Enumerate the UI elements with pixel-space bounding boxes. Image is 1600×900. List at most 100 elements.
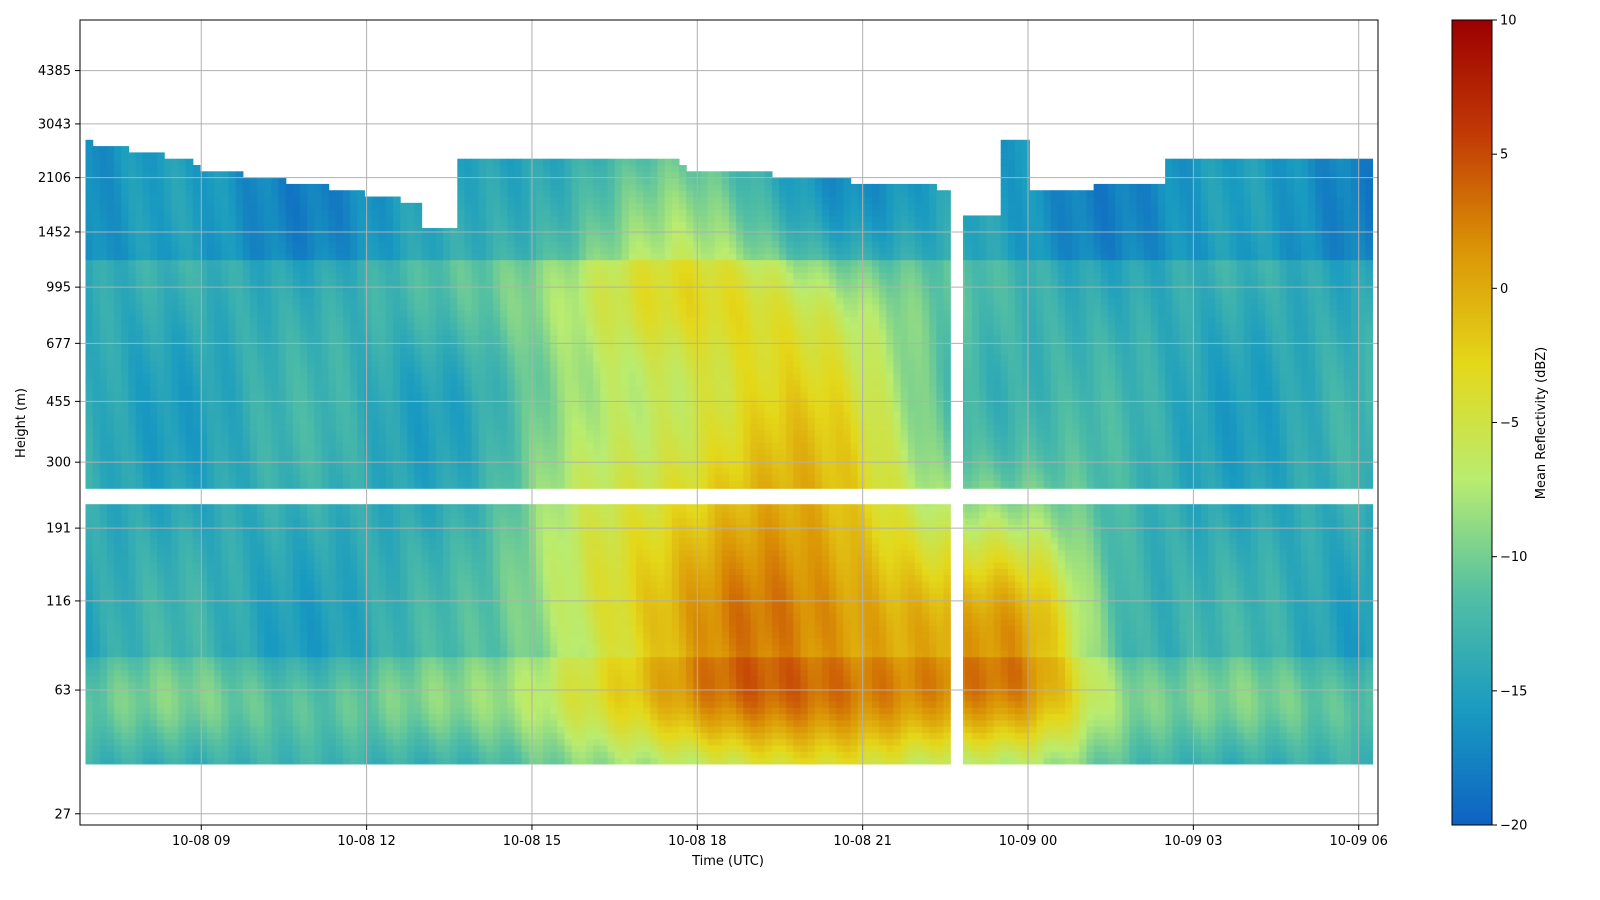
heatmap-cell-1030 <box>157 423 165 431</box>
heatmap-cell-1569 <box>199 656 208 664</box>
heatmap-cell-713 <box>135 587 144 595</box>
heatmap-cell-114 <box>92 663 101 670</box>
heatmap-cell-718 <box>135 555 144 563</box>
heatmap-cell-2615 <box>278 549 287 557</box>
heatmap-cell-1377 <box>185 663 194 670</box>
heatmap-cell-2826 <box>292 385 301 393</box>
heatmap-cell-2591 <box>278 700 287 708</box>
heatmap-cell-3618 <box>357 587 365 595</box>
heatmap-cell-3272 <box>328 473 337 481</box>
heatmap-cell-2825 <box>292 391 301 399</box>
heatmap-cell-880 <box>149 757 158 765</box>
heatmap-cell-1836 <box>221 751 230 759</box>
heatmap-cell-2708 <box>285 549 294 557</box>
heatmap-cell-901 <box>149 625 158 633</box>
heatmap-cell-4234 <box>407 675 416 683</box>
heatmap-cell-4020 <box>385 328 394 336</box>
heatmap-cell-600 <box>128 688 137 696</box>
heatmap-cell-4191 <box>400 385 408 393</box>
heatmap-cell-1815 <box>214 291 222 298</box>
heatmap-cell-1947 <box>228 644 237 651</box>
heatmap-cell-2740 <box>285 347 294 355</box>
heatmap-cell-1360 <box>178 165 187 172</box>
heatmap-cell-848 <box>142 347 151 355</box>
heatmap-cell-2581 <box>271 177 280 185</box>
heatmap-cell-3266 <box>328 511 337 519</box>
heatmap-cell-2037 <box>235 669 244 677</box>
heatmap-cell-1409 <box>185 461 194 469</box>
heatmap-cell-1074 <box>164 757 172 765</box>
heatmap-cell-2572 <box>271 234 280 242</box>
heatmap-cell-3676 <box>357 221 365 229</box>
heatmap-cell-2498 <box>271 700 280 708</box>
heatmap-cell-3371 <box>335 423 344 431</box>
heatmap-cell-699 <box>135 675 144 683</box>
heatmap-cell-698 <box>135 681 144 689</box>
heatmap-cell-2230 <box>249 631 258 639</box>
heatmap-cell-4475 <box>421 278 430 286</box>
heatmap-cell-2593 <box>278 688 287 696</box>
heatmap-cell-2168 <box>242 436 251 443</box>
heatmap-cell-1577 <box>199 606 208 614</box>
heatmap-cell-1410 <box>185 454 194 462</box>
heatmap-cell-4539 <box>428 410 437 418</box>
heatmap-cell-2887 <box>300 581 308 588</box>
heatmap-cell-4636 <box>435 335 444 343</box>
heatmap-cell-2412 <box>264 656 273 664</box>
heatmap-cell-56 <box>85 404 94 412</box>
heatmap-cell-3941 <box>378 259 387 267</box>
heatmap-cell-3868 <box>378 719 387 727</box>
heatmap-cell-4948 <box>464 581 473 588</box>
heatmap-cell-3495 <box>342 215 351 223</box>
heatmap-cell-2452 <box>264 404 273 412</box>
heatmap-cell-339 <box>106 480 115 488</box>
heatmap-cell-2586 <box>278 732 287 740</box>
heatmap-cell-4979 <box>464 385 473 393</box>
heatmap-cell-2704 <box>285 574 294 582</box>
heatmap-cell-1724 <box>207 272 215 280</box>
heatmap-cell-3940 <box>378 265 387 273</box>
heatmap-cell-2319 <box>257 656 265 664</box>
heatmap-cell-2650 <box>278 328 287 336</box>
heatmap-cell-3350 <box>335 555 344 563</box>
heatmap-cell-3246 <box>328 637 337 645</box>
heatmap-cell-4476 <box>421 272 430 280</box>
heatmap-cell-4358 <box>414 454 423 462</box>
heatmap-cell-2027 <box>235 732 244 740</box>
heatmap-cell-2495 <box>271 719 280 727</box>
heatmap-cell-309 <box>106 669 115 677</box>
heatmap-cell-178 <box>92 259 101 267</box>
heatmap-cell-1619 <box>199 341 208 349</box>
heatmap-cell-4424 <box>421 599 430 607</box>
heatmap-cell-1415 <box>185 423 194 431</box>
heatmap-cell-264 <box>99 335 108 343</box>
heatmap-cell-4270 <box>407 448 416 456</box>
heatmap-cell-783 <box>142 757 151 765</box>
heatmap-cell-4830 <box>457 719 466 727</box>
heatmap-cell-655 <box>128 341 137 349</box>
heatmap-cell-1210 <box>171 505 180 513</box>
heatmap-cell-4422 <box>421 612 430 620</box>
heatmap-cell-1958 <box>228 574 237 582</box>
heatmap-cell-609 <box>128 631 137 639</box>
heatmap-cell-654 <box>128 347 137 355</box>
heatmap-cell-1416 <box>185 417 194 425</box>
heatmap-cell-4114 <box>392 303 401 311</box>
heatmap-cell-1742 <box>214 751 222 759</box>
heatmap-cell-4682 <box>443 581 451 588</box>
heatmap-cell-1843 <box>221 707 230 715</box>
heatmap-cell-187 <box>92 202 101 210</box>
heatmap-cell-852 <box>142 322 151 330</box>
heatmap-cell-4615 <box>435 467 444 475</box>
heatmap-cell-1831 <box>214 190 222 198</box>
heatmap-cell-4226 <box>407 726 416 733</box>
heatmap-cell-707 <box>135 625 144 633</box>
heatmap-cell-131 <box>92 555 101 563</box>
heatmap-cell-2235 <box>249 599 258 607</box>
heatmap-cell-3915 <box>378 423 387 431</box>
heatmap-cell-77 <box>85 272 94 280</box>
heatmap-cell-2863 <box>300 732 308 740</box>
heatmap-cell-2385 <box>257 240 265 248</box>
heatmap-cell-4276 <box>407 410 416 418</box>
heatmap-cell-2877 <box>300 644 308 651</box>
